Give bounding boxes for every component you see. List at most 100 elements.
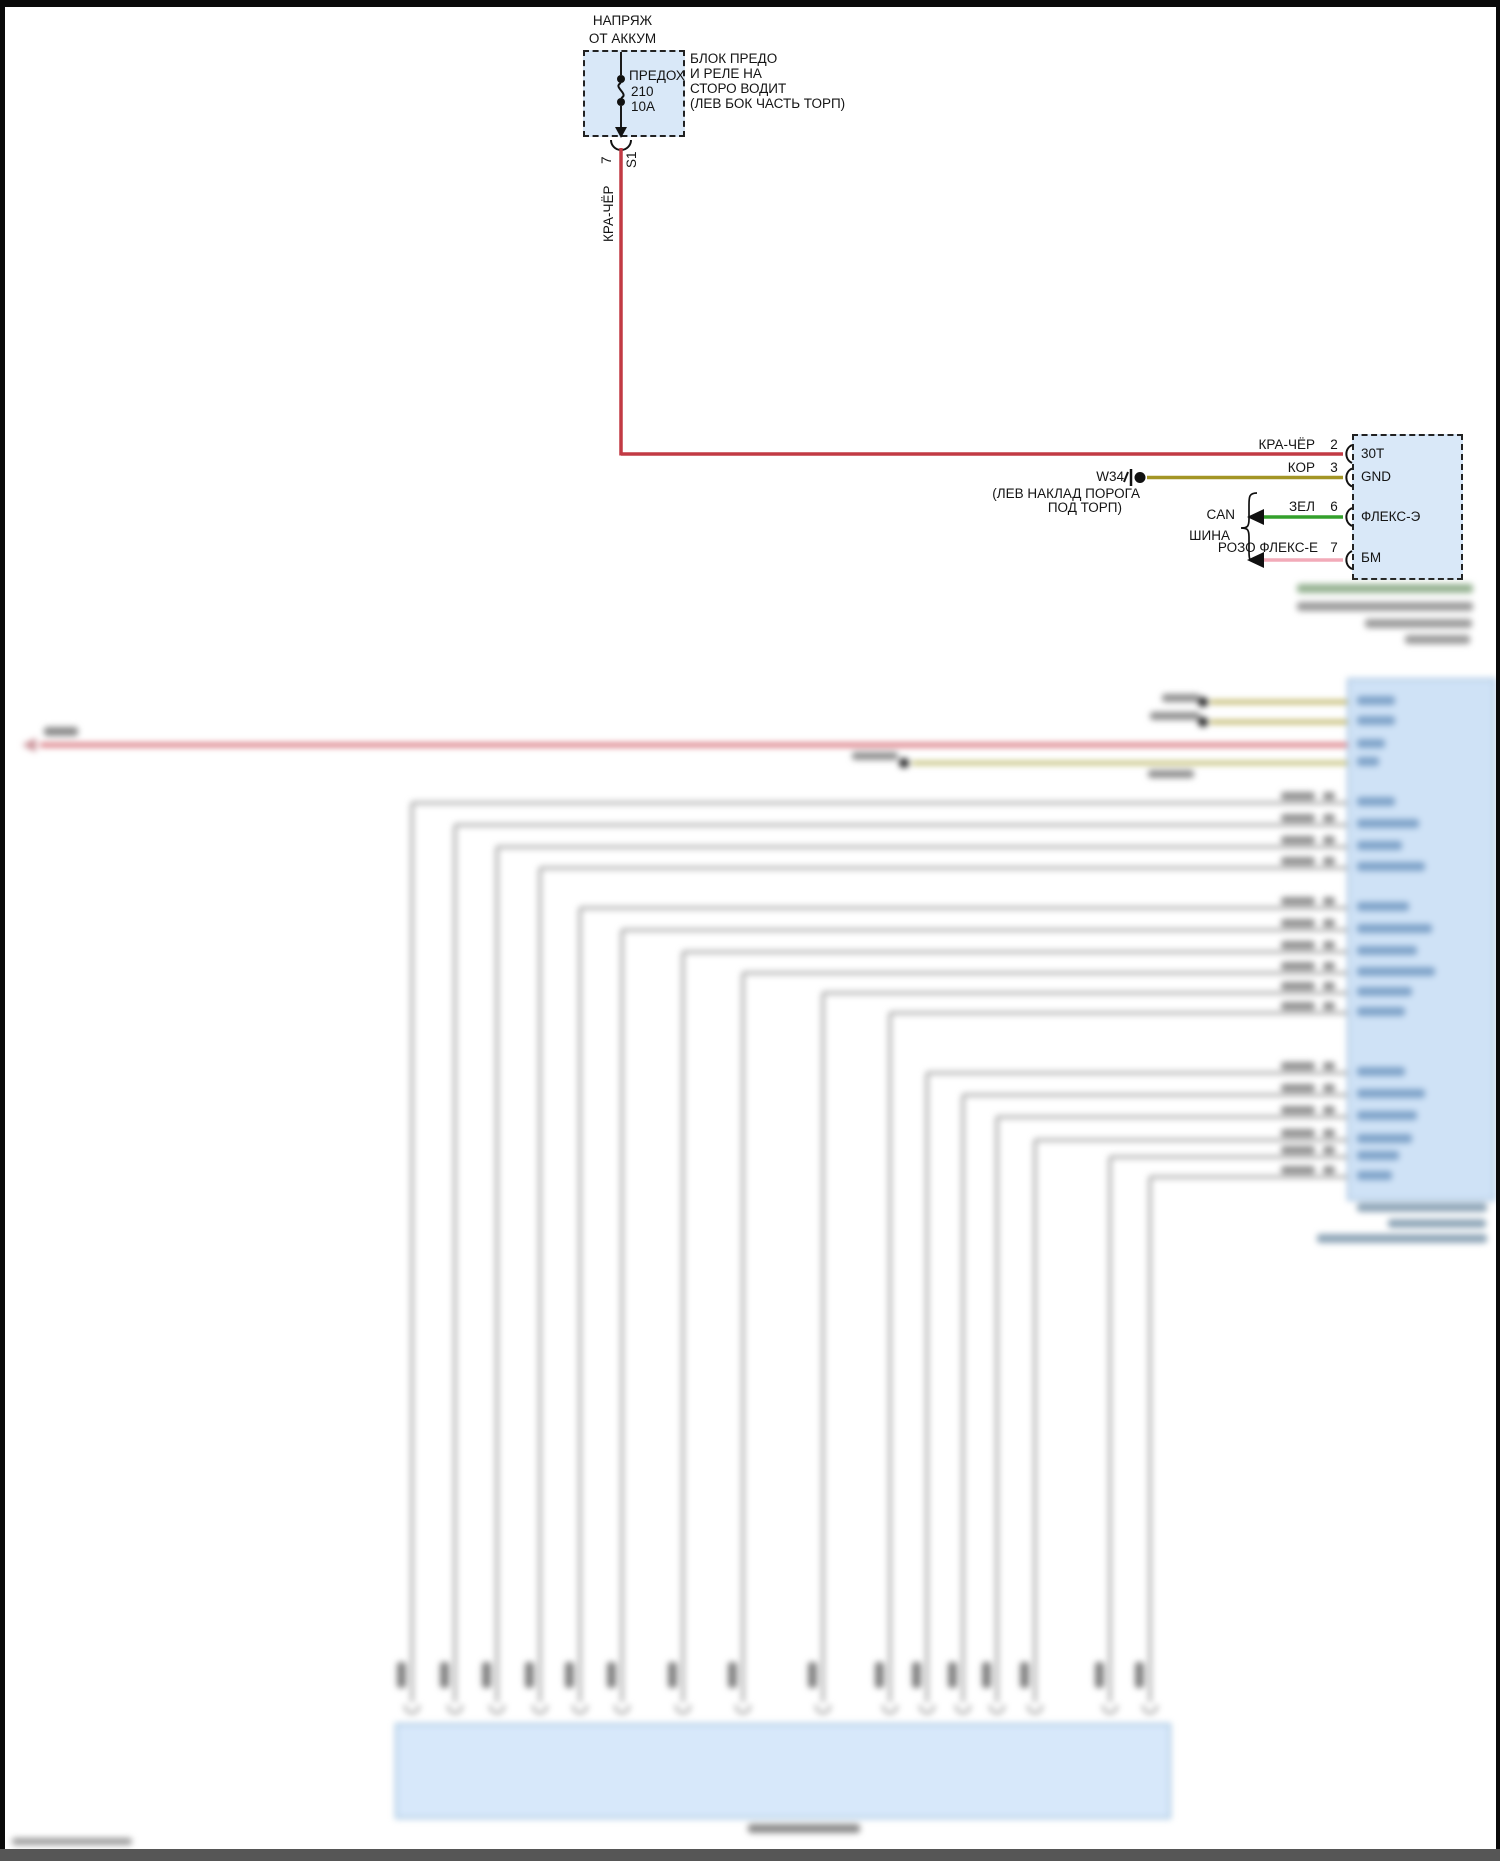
blurred-pin-number (1135, 1662, 1144, 1688)
blurred-arrow-left-icon (22, 738, 36, 752)
fuse-block-name-line3: СТОРО ВОДИТ (690, 81, 787, 96)
blurred-text-line (1317, 1234, 1487, 1243)
blurred-text-line (1297, 602, 1473, 611)
blurred-pin-number (1323, 836, 1335, 844)
blurred-terminal-label (1357, 841, 1402, 850)
blurred-terminal-label (1357, 1151, 1399, 1160)
blurred-label (1281, 897, 1315, 905)
blurred-connector-symbol (735, 1704, 751, 1714)
blurred-terminal-label (1357, 1171, 1392, 1180)
blurred-label (1150, 712, 1200, 720)
fuse-block-name-line2: И РЕЛЕ НА (690, 66, 762, 81)
blurred-label (1281, 1166, 1315, 1174)
terminal-label-gnd: GND (1361, 469, 1391, 484)
pin-row1-number: 2 (1330, 437, 1338, 452)
blurred-pin-number (1323, 962, 1335, 970)
blurred-connector-symbol (404, 1704, 420, 1714)
pin-row3-number: 6 (1330, 499, 1338, 514)
blurred-text-line (1405, 635, 1470, 644)
blurred-pin-number (1323, 857, 1335, 865)
blurred-label (1162, 694, 1200, 702)
blurred-terminal-label (1357, 819, 1419, 828)
blurred-label (1281, 792, 1315, 800)
blurred-pin-number (982, 1662, 991, 1688)
pin-row2-wire-color: КОР (1287, 460, 1315, 475)
blurred-label (44, 727, 78, 736)
pin-row4-number: 7 (1330, 540, 1338, 555)
blurred-connector-symbol (572, 1704, 588, 1714)
blurred-label (1281, 814, 1315, 822)
blurred-terminal-label (1357, 924, 1432, 933)
blurred-text-line (748, 1824, 860, 1833)
blurred-pin-number (912, 1662, 921, 1688)
terminal-label-flex: ФЛЕКС-Э (1361, 509, 1421, 524)
blurred-text-line (1297, 584, 1473, 593)
power-source-label-line2: ОТ АККУМ (588, 31, 657, 46)
blurred-bottom-box (395, 1723, 1171, 1819)
blurred-pin-number (1323, 919, 1335, 927)
blurred-pin-number (1323, 1166, 1335, 1174)
pin-row3-wire-color: ЗЕЛ (1288, 499, 1315, 514)
blurred-terminal-label (1357, 716, 1395, 725)
blurred-pin-number (1020, 1662, 1029, 1688)
ground-location-line1: (ЛЕВ НАКЛАД ПОРОГА (992, 486, 1140, 501)
blurred-label (1281, 1002, 1315, 1010)
can-bus-label-line2: ШИНА (1189, 528, 1230, 543)
blurred-pin-number (1323, 982, 1335, 990)
blurred-pin-number (808, 1662, 817, 1688)
blurred-pin-number (482, 1662, 491, 1688)
fuse-block-name-line1: БЛОК ПРЕДО (690, 51, 778, 66)
blurred-label (1281, 962, 1315, 970)
ground-id-label: W34 (1096, 469, 1124, 484)
blurred-label (1281, 857, 1315, 865)
fuse-number-label: 210 (631, 84, 654, 99)
blurred-terminal-label (1357, 757, 1379, 766)
blurred-label (1281, 1106, 1315, 1114)
blurred-label (1281, 1129, 1315, 1137)
blurred-label (852, 752, 898, 760)
blurred-label (1148, 770, 1194, 778)
blurred-connector-symbol (815, 1704, 831, 1714)
blurred-connector-symbol (614, 1704, 630, 1714)
blurred-connector-symbol (675, 1704, 691, 1714)
terminal-label-30t: 30T (1361, 446, 1385, 461)
can-bus-label-line1: CAN (1206, 507, 1235, 522)
blurred-connector-symbol (989, 1704, 1005, 1714)
blurred-terminal-label (1357, 1134, 1412, 1143)
blurred-connector-symbol (1102, 1704, 1118, 1714)
blurred-text-line (1388, 1219, 1486, 1228)
blurred-pin-number (397, 1662, 406, 1688)
blurred-text-line (1357, 1203, 1487, 1212)
blurred-watermark (12, 1838, 132, 1845)
blurred-label (1281, 941, 1315, 949)
blurred-pin-number (1323, 792, 1335, 800)
fuse-name-label: ПРЕДОХ (629, 68, 685, 83)
blurred-connector-symbol (955, 1704, 971, 1714)
ground-location-line2: ПОД ТОРП) (1047, 500, 1122, 515)
blurred-label (1281, 1062, 1315, 1070)
fuse-block-name-line4: (ЛЕВ БОК ЧАСТЬ ТОРП) (690, 96, 846, 111)
pin-row1-wire-color: КРА-ЧЁР (1258, 437, 1315, 452)
blurred-label (1281, 982, 1315, 990)
blurred-connector-symbol (489, 1704, 505, 1714)
fuse-rating-label: 10А (631, 99, 656, 114)
blurred-connector-symbol (1142, 1704, 1158, 1714)
blurred-pin-number (875, 1662, 884, 1688)
blurred-terminal-label (1357, 1111, 1417, 1120)
blurred-terminal-label (1357, 967, 1435, 976)
blurred-pin-number (1323, 1106, 1335, 1114)
blurred-pin-number (440, 1662, 449, 1688)
blurred-connector-symbol (919, 1704, 935, 1714)
blurred-label (1281, 1146, 1315, 1154)
blurred-pin-number (728, 1662, 737, 1688)
blurred-terminal-label (1357, 739, 1385, 748)
power-source-label-line1: НАПРЯЖ (592, 13, 653, 28)
pin-row2-number: 3 (1330, 460, 1338, 475)
blurred-terminal-label (1357, 987, 1412, 996)
blurred-connector-symbol (882, 1704, 898, 1714)
blurred-connector-symbol (532, 1704, 548, 1714)
frame-border-right (1496, 0, 1500, 1861)
blurred-label (1281, 919, 1315, 927)
blurred-pin-number (948, 1662, 957, 1688)
